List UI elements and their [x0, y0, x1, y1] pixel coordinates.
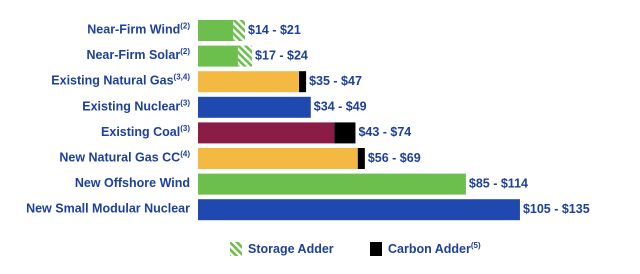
bar — [198, 148, 358, 169]
bar — [198, 122, 335, 144]
range-label: $34 - $49 — [314, 100, 367, 114]
category-name: New Natural Gas CC — [59, 151, 180, 165]
category-note: (2) — [180, 47, 190, 56]
range-label: $14 - $21 — [248, 23, 301, 37]
category-name: New Small Modular Nuclear — [26, 202, 190, 216]
category-name: New Offshore Wind — [75, 176, 190, 190]
category-name: Near-Firm Wind — [87, 23, 180, 37]
category-note: (4) — [180, 150, 190, 159]
adder-bar — [334, 122, 356, 144]
bar — [198, 173, 466, 195]
range-label: $105 - $135 — [523, 202, 590, 216]
category-label: Near-Firm Wind(2) — [87, 22, 190, 37]
category-note: (2) — [180, 22, 190, 31]
category-label: New Offshore Wind — [75, 176, 190, 190]
range-label: $17 - $24 — [255, 48, 308, 62]
bar — [198, 199, 520, 221]
legend-note: (5) — [471, 241, 481, 250]
adder-bar — [233, 20, 245, 41]
category-label: Existing Nuclear(3) — [82, 98, 190, 113]
bar — [198, 45, 238, 67]
category-note: (3) — [180, 124, 190, 133]
adder-bar — [299, 71, 307, 93]
category-label: New Small Modular Nuclear — [26, 202, 190, 216]
legend-label: Carbon Adder(5) — [388, 241, 481, 256]
category-note: (3,4) — [174, 73, 191, 82]
category-name: Near-Firm Solar — [86, 48, 180, 62]
range-label: $85 - $114 — [469, 176, 528, 190]
legend-swatch — [230, 242, 242, 256]
bar — [198, 71, 300, 93]
category-note: (3) — [180, 98, 190, 107]
range-label: $56 - $69 — [368, 151, 421, 165]
adder-bar — [237, 45, 253, 67]
bar — [198, 20, 234, 41]
legend-name: Carbon Adder — [388, 242, 471, 256]
range-label: $35 - $47 — [309, 74, 362, 88]
legend-name: Storage Adder — [248, 242, 334, 256]
category-label: Existing Coal(3) — [101, 124, 190, 139]
legend-label: Storage Adder — [248, 242, 334, 256]
category-name: Existing Coal — [101, 125, 180, 139]
category-label: New Natural Gas CC(4) — [59, 150, 190, 165]
bar — [198, 96, 311, 118]
category-label: Existing Natural Gas(3,4) — [51, 73, 190, 88]
legend-swatch — [370, 242, 382, 256]
range-label: $43 - $74 — [358, 125, 411, 139]
adder-bar — [357, 148, 365, 169]
category-name: Existing Natural Gas — [51, 74, 173, 88]
category-label: Near-Firm Solar(2) — [86, 47, 190, 62]
category-name: Existing Nuclear — [82, 100, 180, 114]
